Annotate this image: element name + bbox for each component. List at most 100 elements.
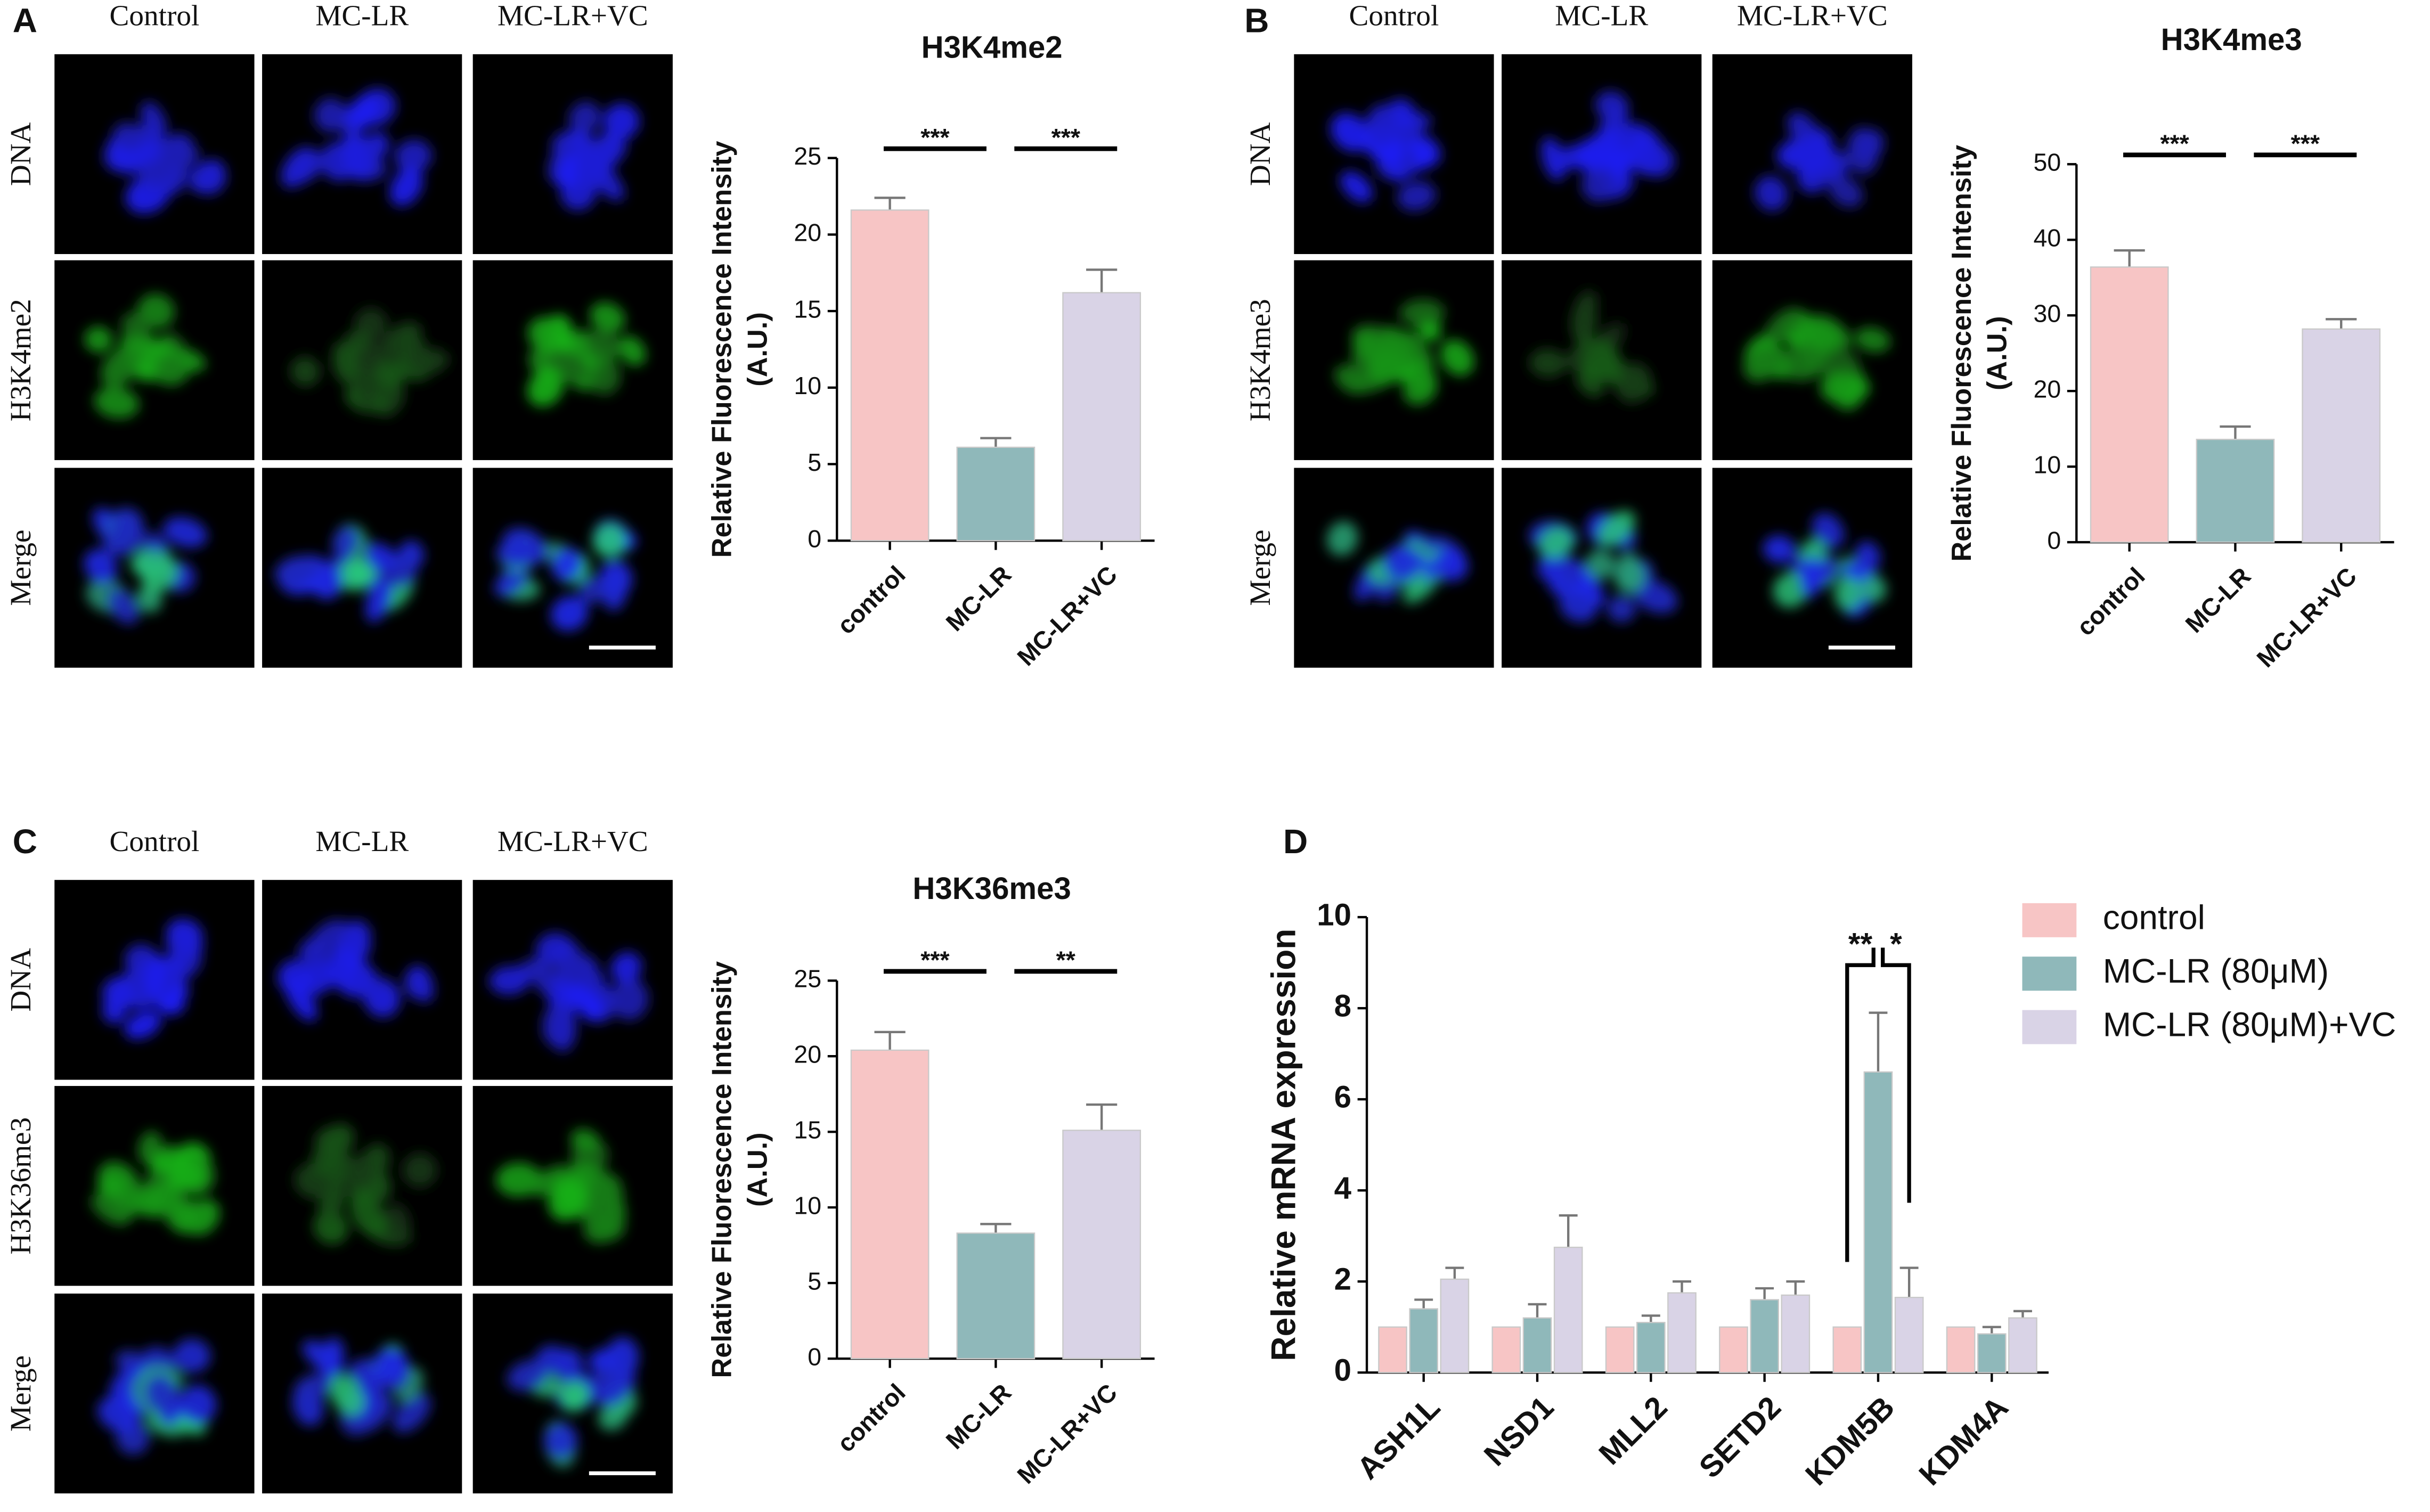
y-axis-label: Relative Fluorescence Intensity	[707, 961, 738, 1378]
nuclei-blur	[91, 1131, 220, 1236]
significance-bracket	[1845, 947, 1875, 1262]
nuclei-blur	[290, 308, 449, 417]
nucleus	[1855, 541, 1881, 572]
nucleus	[549, 350, 589, 380]
nucleus	[1559, 590, 1597, 623]
error-bar	[2326, 318, 2357, 329]
bar	[956, 1232, 1035, 1360]
bar	[1409, 1308, 1439, 1374]
nucleus	[1529, 348, 1567, 378]
nucleus	[337, 561, 372, 591]
nucleus	[502, 527, 548, 566]
nucleus	[97, 1396, 140, 1433]
nucleus	[556, 1348, 583, 1383]
nuclei	[84, 293, 206, 419]
panel-letter: C	[13, 822, 37, 861]
y-tick-label: 30	[2033, 300, 2061, 328]
nucleus	[568, 101, 601, 134]
nucleus	[583, 1211, 619, 1244]
nuclei	[1529, 290, 1654, 404]
error-bar	[2114, 249, 2145, 267]
bar	[1062, 1130, 1141, 1360]
nuclei	[290, 308, 449, 417]
nucleus	[527, 317, 560, 351]
nuclei	[97, 1338, 217, 1455]
bar	[1667, 1292, 1697, 1374]
legend-label: MC-LR (80μM)	[2103, 952, 2329, 990]
y-tick-label: 20	[794, 219, 821, 247]
nuclei	[548, 101, 640, 211]
nucleus	[308, 919, 347, 954]
error-bar	[980, 437, 1012, 447]
nucleus	[388, 559, 417, 588]
nucleus	[557, 952, 593, 987]
row-header: Merge	[4, 1355, 37, 1432]
legend-swatch	[2022, 1010, 2077, 1044]
nucleus	[591, 360, 621, 395]
y-tick-label: 10	[794, 1191, 821, 1219]
nuclei	[277, 919, 434, 1021]
panel-letter: B	[1244, 2, 1269, 40]
nucleus	[1431, 549, 1469, 582]
error-bar	[874, 197, 906, 210]
nucleus	[367, 984, 399, 1015]
nuclei-blur	[527, 302, 646, 407]
nucleus	[1763, 535, 1796, 563]
nucleus	[1800, 557, 1822, 598]
nucleus	[365, 542, 400, 575]
nuclei-blur	[1334, 299, 1474, 405]
nucleus	[1854, 327, 1891, 353]
y-axis-label: Relative Fluorescence Intensity	[707, 141, 738, 558]
error-bar	[1673, 1280, 1691, 1293]
bar	[2196, 438, 2275, 543]
nucleus	[1538, 527, 1574, 559]
nuclei-blur	[1541, 91, 1675, 202]
y-axis-label: Relative Fluorescence Intensity	[1946, 145, 1977, 562]
nucleus	[1633, 579, 1678, 614]
y-tick-label: 0	[808, 525, 821, 552]
nucleus	[294, 1374, 332, 1401]
y-tick-label: 20	[794, 1041, 821, 1068]
y-tick-label: 0	[2047, 526, 2061, 554]
nucleus	[130, 550, 174, 576]
nucleus	[329, 1375, 364, 1416]
nucleus	[102, 976, 135, 1008]
nucleus	[394, 140, 432, 173]
nuclei-blur	[1529, 510, 1678, 623]
nucleus	[1352, 330, 1381, 361]
nucleus	[346, 1155, 376, 1189]
nucleus	[550, 595, 589, 631]
nuclei	[84, 508, 208, 625]
bar	[1832, 1326, 1862, 1374]
nucleus	[389, 167, 423, 207]
bar	[1636, 1321, 1666, 1374]
nucleus	[495, 1162, 542, 1197]
nuclei-blur	[274, 524, 425, 623]
nucleus	[1365, 104, 1399, 148]
nucleus	[489, 966, 530, 995]
y-tick-label: 25	[794, 142, 821, 170]
column-header: MC-LR+VC	[498, 825, 648, 857]
row-header: DNA	[4, 122, 37, 186]
nucleus	[590, 302, 625, 333]
y-tick-label: 15	[794, 295, 821, 323]
nucleus	[1800, 538, 1827, 567]
nuclei	[1754, 112, 1884, 211]
nucleus	[137, 293, 175, 329]
nucleus	[593, 524, 627, 558]
nucleus	[562, 1382, 590, 1412]
bar	[2090, 266, 2169, 543]
nucleus	[586, 330, 619, 360]
nucleus	[163, 517, 208, 548]
y-axis-label: (A.U.)	[1982, 316, 2013, 390]
significance-bracket	[1881, 947, 1911, 1203]
nuclei-blur	[1743, 307, 1891, 411]
nucleus	[281, 146, 317, 189]
nucleus	[610, 952, 642, 984]
nucleus	[1828, 176, 1863, 208]
y-tick-label: 6	[1334, 1080, 1351, 1114]
column-header: MC-LR	[1555, 0, 1648, 32]
nucleus	[107, 588, 140, 625]
significance-label: **	[1848, 927, 1873, 962]
